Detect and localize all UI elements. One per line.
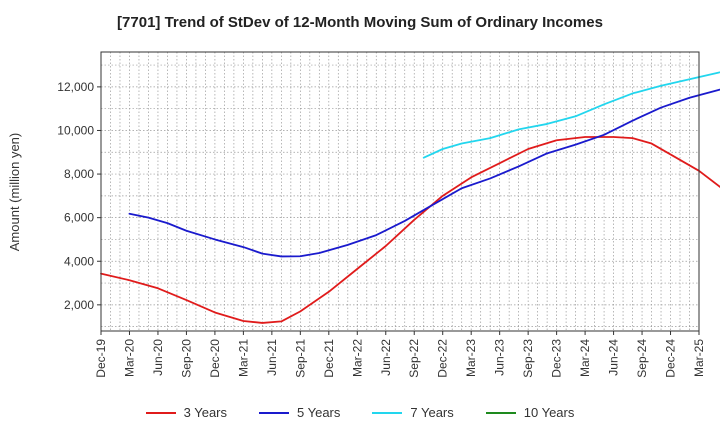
legend-label: 5 Years [297, 405, 341, 420]
plot-frame [100, 51, 700, 332]
x-tick-label: Dec-19 [94, 339, 108, 378]
x-tick-label: Mar-22 [350, 339, 364, 377]
series-line-7-years [422, 71, 720, 159]
x-tick-label: Mar-25 [692, 339, 706, 377]
y-axis-title: Amount (million yen) [7, 133, 22, 252]
chart-title: [7701] Trend of StDev of 12-Month Moving… [117, 14, 603, 31]
y-tick-label: 10,000 [57, 123, 94, 137]
x-tick-label: Sep-24 [635, 339, 649, 378]
legend-label: 3 Years [183, 405, 227, 420]
x-tick-label: Dec-24 [664, 339, 678, 378]
legend-swatch [145, 411, 176, 414]
series-line-5-years [128, 88, 720, 258]
x-tick-label: Dec-23 [550, 339, 564, 378]
x-tick-label: Jun-20 [151, 339, 165, 376]
series-layer [100, 71, 720, 324]
legend-item-10-years: 10 Years [485, 405, 575, 420]
x-tick-label: Mar-21 [236, 339, 250, 377]
legend-label: 7 Years [410, 405, 454, 420]
x-tick-label: Sep-23 [521, 339, 535, 378]
legend: 3 Years 5 Years 7 Years 10 Years [0, 405, 720, 420]
legend-item-5-years: 5 Years [259, 405, 340, 420]
x-tick-label: Sep-20 [179, 339, 193, 378]
x-tick-label: Mar-20 [122, 339, 136, 377]
legend-item-3-years: 3 Years [145, 405, 227, 420]
y-tick-label: 6,000 [64, 211, 94, 225]
x-tick-label: Dec-20 [208, 339, 222, 378]
legend-label: 10 Years [523, 405, 575, 420]
x-tick-label: Jun-23 [493, 339, 507, 376]
series-line-3-years [100, 136, 720, 324]
x-tick-label: Sep-21 [293, 339, 307, 378]
x-tick-label: Dec-21 [322, 339, 336, 378]
vertical-gridlines [110, 52, 690, 331]
horizontal-gridlines [101, 64, 699, 327]
y-tick-label: 8,000 [64, 167, 94, 181]
x-axis: Dec-19 Mar-20 Jun-20 Sep-20 Dec-20 Mar-21 Jun-… [94, 331, 706, 378]
x-tick-label: Mar-24 [578, 339, 592, 377]
x-tick-label: Dec-22 [436, 339, 450, 378]
x-tick-label: Sep-22 [407, 339, 421, 378]
x-tick-label: Jun-24 [607, 339, 621, 376]
legend-item-7-years: 7 Years [372, 405, 454, 420]
y-axis: 2,000 4,000 6,000 8,000 10,000 12,000 [57, 80, 101, 312]
plot-background [101, 52, 699, 331]
legend-swatch [485, 411, 516, 414]
x-tick-label: Mar-23 [464, 339, 478, 377]
y-tick-label: 2,000 [64, 298, 94, 312]
legend-swatch [259, 411, 289, 414]
legend-swatch [372, 411, 403, 414]
y-tick-label: 4,000 [64, 254, 94, 268]
x-tick-label: Jun-22 [379, 339, 393, 376]
y-tick-label: 12,000 [57, 80, 94, 94]
x-tick-label: Jun-21 [265, 339, 279, 376]
